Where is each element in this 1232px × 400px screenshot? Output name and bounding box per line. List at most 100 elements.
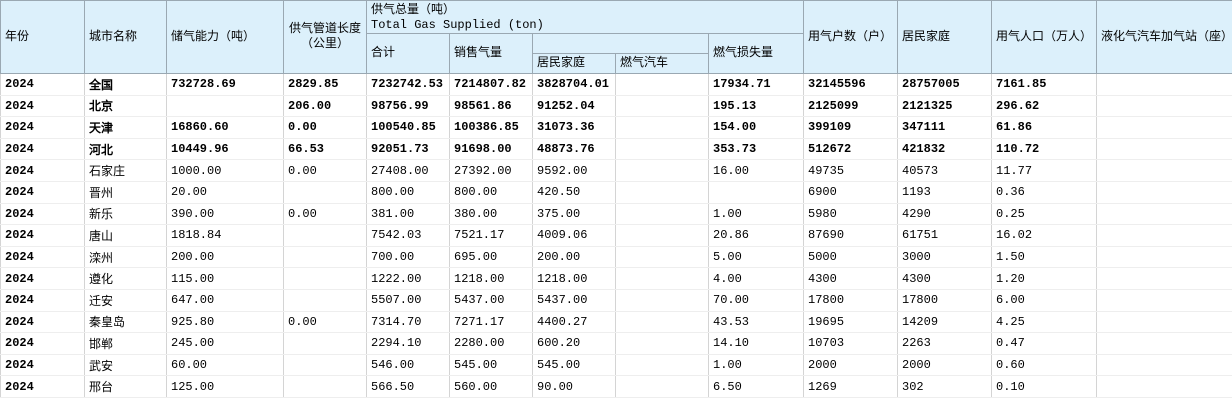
cell: 3000 (897, 245, 993, 269)
cell: 2024 (0, 116, 85, 139)
cell: 7214807.82 (449, 73, 533, 96)
cell: 0.60 (991, 353, 1098, 377)
cell: 302 (897, 375, 993, 398)
cell: 115.00 (166, 267, 284, 290)
cell: 7521.17 (449, 224, 533, 247)
header-cell: 供气总量（吨） Total Gas Supplied (ton) (365, 0, 805, 34)
cell: 2024 (0, 159, 85, 182)
cell: 1.20 (991, 267, 1098, 290)
cell: 700.00 (366, 245, 450, 269)
cell: 晋州 (84, 180, 167, 204)
cell (615, 202, 709, 226)
cell: 5.00 (707, 245, 805, 269)
cell: 2000 (897, 353, 993, 377)
cell (283, 224, 367, 247)
cell: 2024 (0, 310, 85, 334)
cell (283, 180, 367, 204)
cell: 5437.00 (449, 288, 533, 312)
cell (1096, 116, 1232, 139)
cell: 245.00 (166, 332, 284, 355)
cell: 800.00 (449, 180, 533, 204)
cell: 7314.70 (366, 310, 450, 334)
cell: 新乐 (84, 202, 167, 226)
cell: 90.00 (532, 375, 616, 398)
cell (615, 94, 709, 118)
cell: 2829.85 (283, 73, 367, 96)
cell: 5507.00 (366, 288, 450, 312)
cell: 0.47 (991, 332, 1098, 355)
cell: 154.00 (707, 116, 805, 139)
table-row: 2024 武安 60.00 546.00 545.00 545.00 1.00 2000 200… (0, 353, 1232, 377)
header-cell: 城市名称 (84, 0, 167, 74)
cell: 200.00 (166, 245, 284, 269)
cell: 98561.86 (449, 94, 533, 118)
cell: 1193 (897, 180, 993, 204)
cell: 6.00 (991, 288, 1098, 312)
cell: 28757005 (897, 73, 993, 96)
header-cell: 供气管道长度（公里） (283, 0, 367, 74)
cell: 49735 (803, 159, 899, 182)
cell (615, 375, 709, 398)
cell (283, 353, 367, 377)
header-cell: 用气人口（万人） (991, 0, 1098, 74)
cell: 2024 (0, 180, 85, 204)
cell: 100386.85 (449, 116, 533, 139)
table-row: 2024 石家庄 1000.00 0.00 27408.00 27392.00 9592.0… (0, 159, 1232, 182)
header-cell: 居民家庭 (532, 53, 616, 74)
cell: 2024 (0, 267, 85, 290)
cell: 1269 (803, 375, 899, 398)
cell (283, 375, 367, 398)
cell: 7232742.53 (366, 73, 450, 96)
cell (283, 245, 367, 269)
cell (1096, 375, 1232, 398)
cell: 545.00 (449, 353, 533, 377)
cell: 14.10 (707, 332, 805, 355)
cell: 0.10 (991, 375, 1098, 398)
header-cell: 液化气汽车加气站（座） (1096, 0, 1232, 74)
cell: 390.00 (166, 202, 284, 226)
cell (1096, 73, 1232, 96)
cell: 4.25 (991, 310, 1098, 334)
table-row: 2024 唐山 1818.84 7542.03 7521.17 4009.06 20.86 8… (0, 224, 1232, 247)
cell: 2125099 (803, 94, 899, 118)
cell: 91698.00 (449, 137, 533, 161)
cell: 2024 (0, 245, 85, 269)
cell (1096, 224, 1232, 247)
cell: 3828704.01 (532, 73, 616, 96)
cell (1096, 245, 1232, 269)
cell: 唐山 (84, 224, 167, 247)
cell: 545.00 (532, 353, 616, 377)
cell: 迁安 (84, 288, 167, 312)
cell: 1218.00 (532, 267, 616, 290)
cell: 1.50 (991, 245, 1098, 269)
cell: 7542.03 (366, 224, 450, 247)
cell: 秦皇岛 (84, 310, 167, 334)
cell: 87690 (803, 224, 899, 247)
cell (1096, 288, 1232, 312)
cell (615, 116, 709, 139)
cell: 32145596 (803, 73, 899, 96)
cell: 61.86 (991, 116, 1098, 139)
cell: 43.53 (707, 310, 805, 334)
table-row: 2024 天津 16860.60 0.00 100540.85 100386.85 3107… (0, 116, 1232, 139)
cell: 91252.04 (532, 94, 616, 118)
cell: 70.00 (707, 288, 805, 312)
cell: 2121325 (897, 94, 993, 118)
cell: 邯郸 (84, 332, 167, 355)
cell: 2280.00 (449, 332, 533, 355)
cell (1096, 94, 1232, 118)
header-cell: 燃气损失量 (707, 33, 805, 74)
cell: 546.00 (366, 353, 450, 377)
cell: 16.00 (707, 159, 805, 182)
header-text: Total Gas Supplied (ton) (371, 18, 544, 32)
table-row: 2024 河北 10449.96 66.53 92051.73 91698.00 48873… (0, 137, 1232, 161)
cell (615, 310, 709, 334)
cell (615, 332, 709, 355)
cell: 800.00 (366, 180, 450, 204)
cell: 100540.85 (366, 116, 450, 139)
cell: 6.50 (707, 375, 805, 398)
cell (615, 267, 709, 290)
cell: 5980 (803, 202, 899, 226)
cell: 2263 (897, 332, 993, 355)
